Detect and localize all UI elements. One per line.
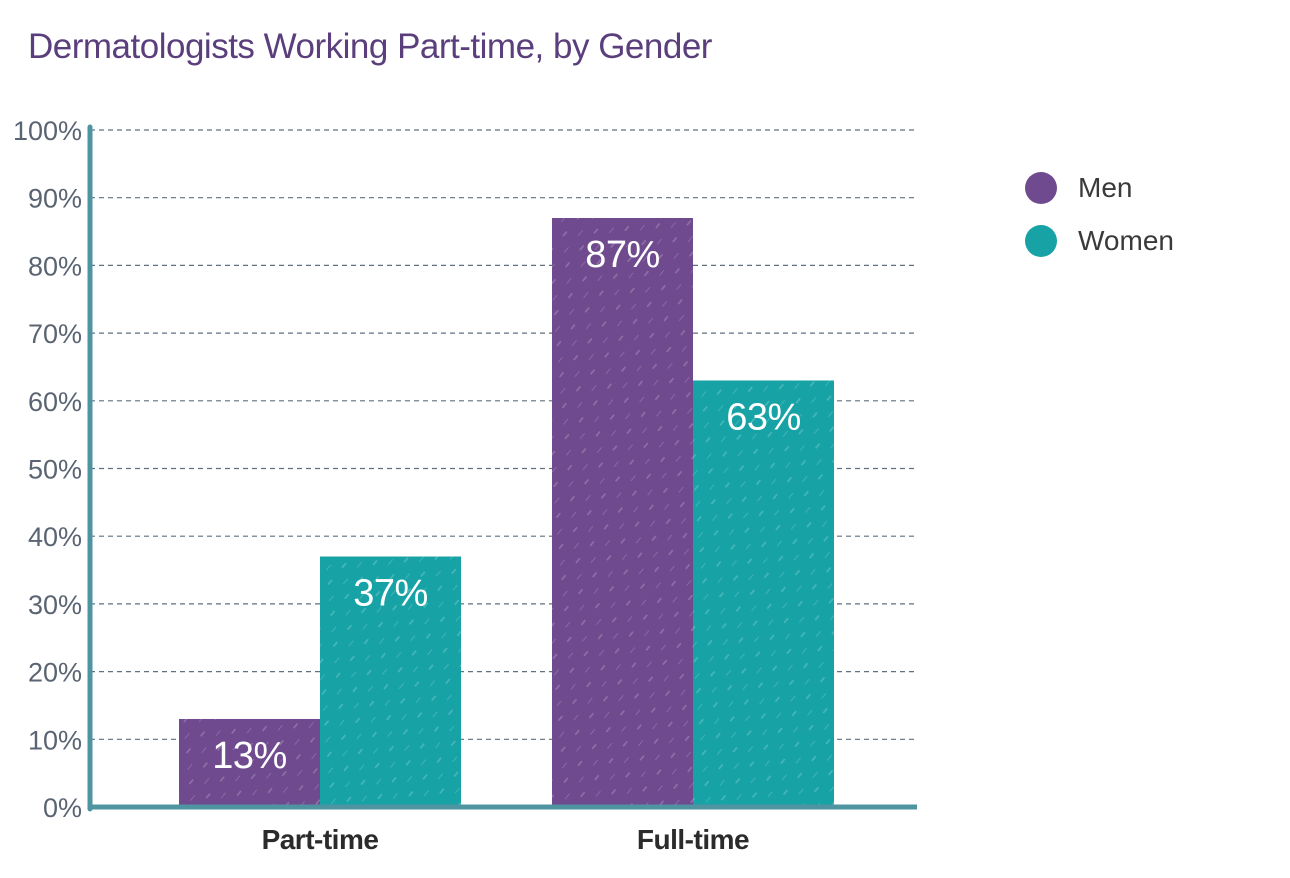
y-tick-label: 40% bbox=[28, 522, 82, 552]
y-tick-label: 20% bbox=[28, 658, 82, 688]
y-tick-label: 90% bbox=[28, 184, 82, 214]
bar-texture-overlay bbox=[552, 218, 693, 807]
y-tick-label: 10% bbox=[28, 725, 82, 755]
axes bbox=[87, 124, 917, 812]
data-labels: 13% 87% 37% 63% bbox=[212, 234, 801, 777]
data-label: 13% bbox=[212, 735, 287, 777]
y-tick-label: 100% bbox=[13, 116, 82, 146]
legend-swatch-women bbox=[1025, 225, 1057, 257]
legend-label-men: Men bbox=[1078, 172, 1132, 203]
bar-texture-overlay bbox=[693, 380, 834, 807]
legend-label-women: Women bbox=[1078, 225, 1174, 256]
y-axis-tick-labels: 0% 10% 20% 30% 40% 50% 60% 70% 80% 90% 100% bbox=[13, 116, 82, 823]
y-tick-label: 60% bbox=[28, 387, 82, 417]
chart-title: Dermatologists Working Part-time, by Gen… bbox=[28, 27, 713, 66]
data-label: 37% bbox=[353, 573, 428, 615]
x-axis-category-labels: Part-time Full-time bbox=[262, 824, 750, 855]
y-tick-label: 80% bbox=[28, 251, 82, 281]
y-tick-label: 50% bbox=[28, 455, 82, 485]
bars bbox=[179, 218, 834, 807]
bar-texture-overlay bbox=[320, 556, 461, 807]
y-tick-label: 70% bbox=[28, 319, 82, 349]
y-tick-label: 0% bbox=[43, 793, 82, 823]
data-label: 63% bbox=[726, 396, 801, 438]
y-tick-label: 30% bbox=[28, 590, 82, 620]
x-category-label: Full-time bbox=[637, 824, 749, 855]
bar-texture-overlay bbox=[179, 718, 320, 807]
legend-swatch-men bbox=[1025, 172, 1057, 204]
legend: Men Women bbox=[1025, 172, 1174, 257]
data-label: 87% bbox=[585, 234, 660, 276]
x-category-label: Part-time bbox=[262, 824, 379, 855]
